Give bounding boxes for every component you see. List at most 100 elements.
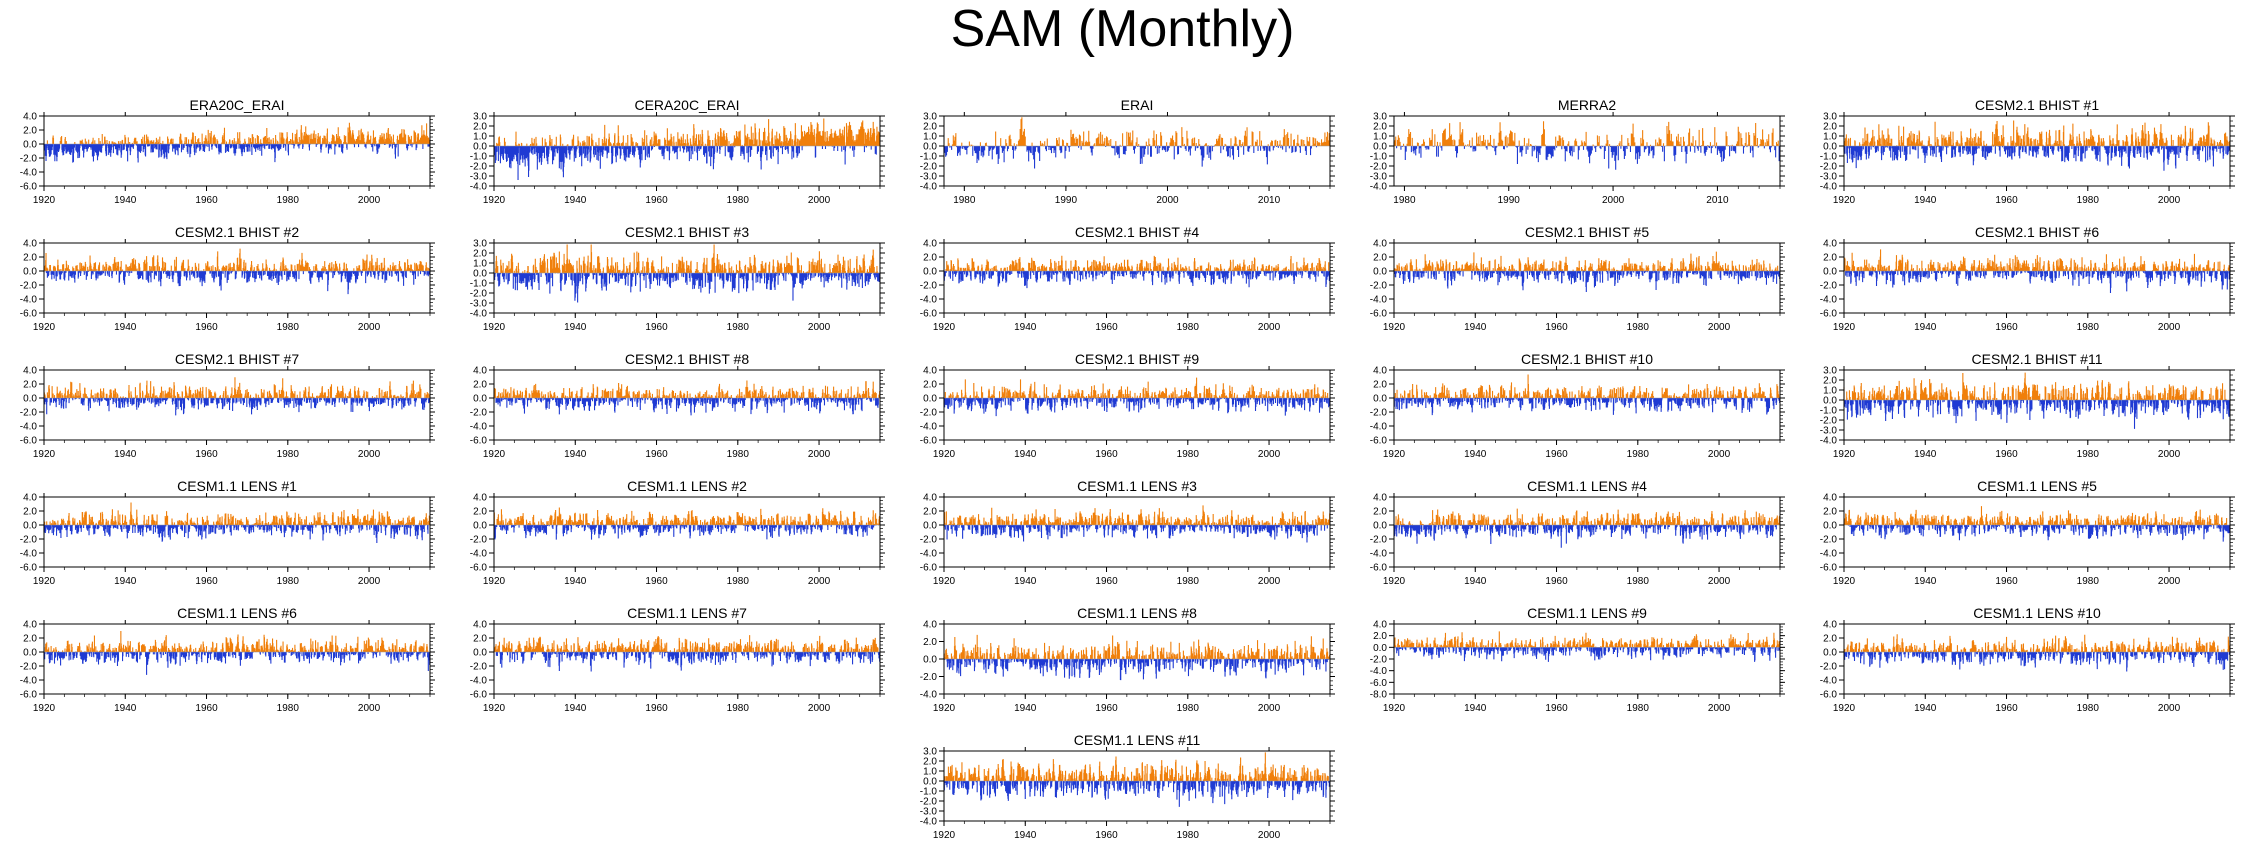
negative-bars-path — [943, 271, 1331, 289]
chart-panel: CESM1.1 LENS #11 3.02.01.00.0-1.0-2.0-3.0… — [920, 732, 1335, 841]
chart-title: CESM2.1 BHIST #4 — [1075, 224, 1199, 240]
positive-bars-path — [43, 502, 431, 525]
x-tick-label: 1920 — [1383, 449, 1406, 460]
x-tick-label: 1980 — [1627, 703, 1650, 714]
y-tick-label: -4.0 — [1820, 436, 1838, 447]
y-tick-label: 3.0 — [923, 112, 937, 123]
x-tick-label: 1960 — [645, 576, 668, 587]
y-tick-label: -4.0 — [920, 549, 938, 560]
x-tick-label: 1940 — [1914, 703, 1937, 714]
x-tick-label: 1940 — [114, 195, 137, 206]
negative-bars-path — [1393, 398, 1781, 416]
x-tick-label: 1940 — [114, 576, 137, 587]
positive-bars-path — [493, 507, 881, 525]
y-tick-label: -6.0 — [20, 563, 38, 574]
x-tick-label: 1960 — [1995, 195, 2018, 206]
y-tick-label: -6.0 — [1820, 563, 1838, 574]
x-tick-label: 1940 — [114, 322, 137, 333]
x-tick-label: 1980 — [277, 322, 300, 333]
y-tick-label: 0.0 — [1373, 394, 1387, 405]
y-tick-label: -4.0 — [1820, 295, 1838, 306]
x-tick-label: 1980 — [727, 449, 750, 460]
negative-bars-path — [943, 525, 1328, 543]
y-tick-label: 1.0 — [473, 259, 487, 270]
chart-panel: CESM2.1 BHIST #9 4.0 2.0 0.0 -2.0 -4.0 -6.0 192… — [920, 351, 1335, 460]
y-tick-label: 4.0 — [1373, 239, 1387, 250]
plot-frame — [1843, 369, 2231, 441]
positive-bars — [1393, 121, 1779, 146]
x-tick-label: 1960 — [645, 195, 668, 206]
x-tick-label: 1980 — [1177, 830, 1200, 841]
x-tick-label: 2000 — [1156, 195, 1179, 206]
chart-panel: CESM1.1 LENS #10 4.0 2.0 0.0 -2.0 -4.0 -6.0 192… — [1820, 605, 2235, 714]
y-tick-label: -6.0 — [20, 182, 38, 193]
positive-bars — [43, 377, 431, 398]
y-tick-label: -4.0 — [20, 676, 38, 687]
negative-bars-path — [43, 144, 430, 163]
chart-title: CESM2.1 BHIST #11 — [1972, 351, 2103, 367]
y-tick-label: -2.0 — [20, 281, 38, 292]
y-tick-label: 0.0 — [1373, 267, 1387, 278]
plot-frame — [493, 369, 881, 441]
positive-bars — [1395, 508, 1781, 525]
y-tick-label: 0.0 — [923, 267, 937, 278]
x-tick-label: 1960 — [1995, 449, 2018, 460]
chart-title: ERAI — [1121, 97, 1154, 113]
plot-frame — [43, 496, 431, 568]
y-tick-label: 4.0 — [23, 112, 37, 123]
x-tick-label: 2000 — [1708, 576, 1731, 587]
y-tick-label: 4.0 — [1373, 620, 1387, 631]
y-tick-label: -4.0 — [470, 309, 488, 320]
negative-bars-path — [43, 652, 431, 675]
y-tick-label: -4.0 — [920, 182, 938, 193]
x-tick-label: 1960 — [1545, 576, 1568, 587]
positive-bars — [1843, 120, 2231, 146]
y-tick-label: -2.0 — [920, 672, 938, 683]
y-tick-label: -6.0 — [470, 563, 488, 574]
y-tick-label: 0.0 — [923, 142, 937, 153]
y-tick-label: -4.0 — [1370, 549, 1388, 560]
y-tick-label: 4.0 — [473, 493, 487, 504]
positive-bars-path — [493, 380, 881, 398]
y-tick-label: -6.0 — [1370, 678, 1388, 689]
x-tick-label: 1980 — [727, 576, 750, 587]
x-tick-label: 2000 — [808, 322, 831, 333]
y-tick-label: -1.0 — [1820, 152, 1838, 163]
y-tick-label: -8.0 — [1370, 690, 1388, 701]
chart-panel: CESM2.1 BHIST #6 4.0 2.0 0.0 -2.0 -4.0 -6.0 192… — [1820, 224, 2235, 333]
positive-bars-path — [1843, 249, 2230, 271]
negative-bars-path — [495, 652, 881, 672]
y-tick-label: 2.0 — [473, 122, 487, 133]
y-tick-label: 4.0 — [473, 620, 487, 631]
x-tick-label: 1940 — [1014, 322, 1037, 333]
y-tick-label: -2.0 — [1370, 281, 1388, 292]
positive-bars-path — [43, 377, 431, 398]
chart-title: CESM1.1 LENS #11 — [1074, 732, 1201, 748]
x-tick-label: 1980 — [727, 322, 750, 333]
x-tick-label: 1940 — [1014, 449, 1037, 460]
y-tick-label: 0.0 — [1823, 648, 1837, 659]
y-tick-label: -2.0 — [470, 535, 488, 546]
chart-title: CESM1.1 LENS #9 — [1527, 605, 1647, 621]
negative-bars-path — [1844, 652, 2230, 672]
x-tick-label: 1920 — [933, 576, 956, 587]
chart-title: CESM2.1 BHIST #6 — [1975, 224, 2099, 240]
chart-panel: CESM1.1 LENS #9 4.02.00.0-2.0-4.0-6.0-8.0… — [1370, 605, 1785, 714]
x-tick-label: 1940 — [1914, 322, 1937, 333]
y-tick-label: 0.0 — [23, 521, 37, 532]
x-tick-label: 1980 — [1177, 703, 1200, 714]
y-tick-label: -1.0 — [470, 279, 488, 290]
x-tick-label: 2000 — [808, 195, 831, 206]
chart-title: MERRA2 — [1558, 97, 1617, 113]
y-tick-label: 4.0 — [473, 366, 487, 377]
y-tick-label: -2.0 — [1820, 416, 1838, 427]
x-tick-label: 1920 — [33, 449, 56, 460]
y-tick-label: 0.0 — [923, 521, 937, 532]
chart-title: CESM2.1 BHIST #2 — [175, 224, 299, 240]
x-tick-label: 1920 — [1833, 195, 1856, 206]
positive-bars-path — [944, 752, 1329, 781]
x-tick-label: 1920 — [1833, 449, 1856, 460]
y-tick-label: 2.0 — [1373, 253, 1387, 264]
positive-bars-path — [493, 118, 881, 146]
x-tick-label: 1940 — [564, 322, 587, 333]
